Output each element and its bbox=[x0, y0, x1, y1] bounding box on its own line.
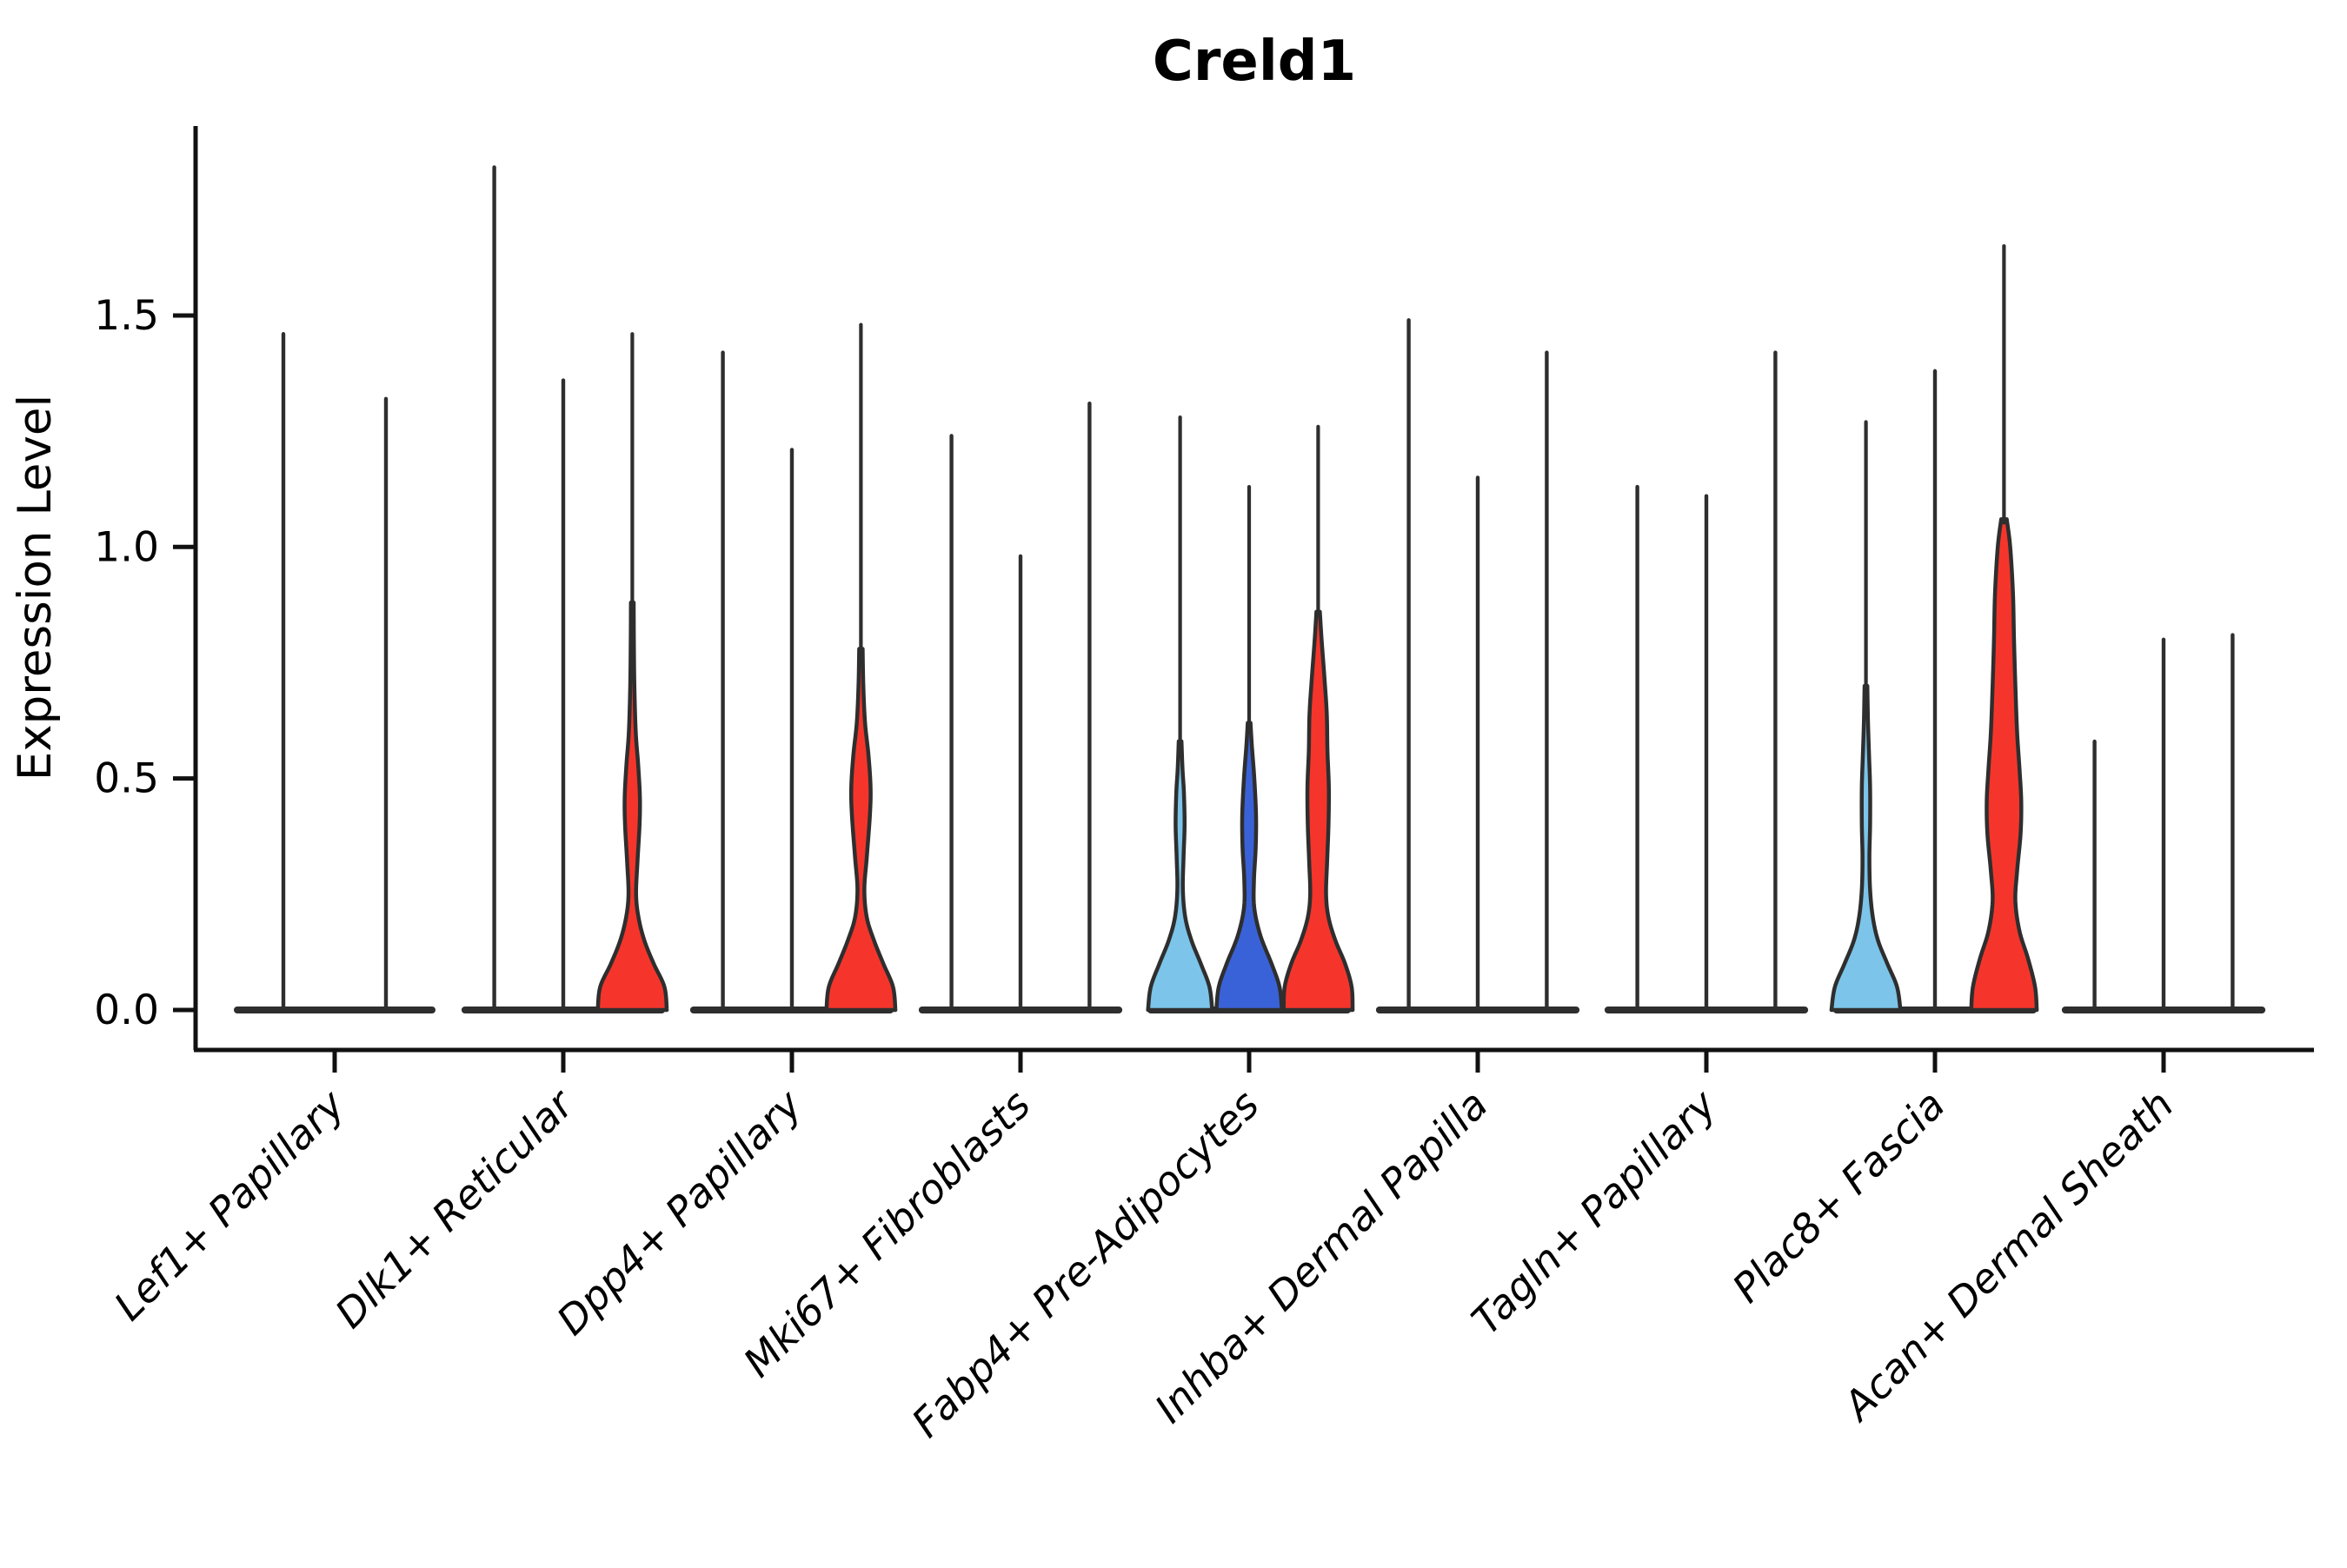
x-tick-label: Dpp4+ Papillary bbox=[548, 1080, 811, 1344]
x-tick-label: Plac8+ Fascia bbox=[1723, 1081, 1953, 1312]
violin-body-red bbox=[595, 600, 669, 1013]
violin-body-dark_blue bbox=[1214, 721, 1284, 1013]
violin-body-red bbox=[824, 647, 898, 1013]
violin-body-red bbox=[1969, 517, 2039, 1013]
violin-body-red bbox=[1281, 609, 1355, 1013]
chart-title: Creld1 bbox=[1153, 30, 1356, 94]
y-tick-label: 1.5 bbox=[94, 292, 159, 340]
y-axis-label: Expression Level bbox=[9, 395, 62, 781]
x-tick-label: Lef1+ Papillary bbox=[105, 1080, 354, 1329]
violin-body-light_blue bbox=[1146, 739, 1214, 1013]
y-tick-label: 1.0 bbox=[94, 523, 159, 571]
x-tick-label: Dlk1+ Reticular bbox=[326, 1079, 584, 1337]
y-tick-label: 0.0 bbox=[94, 987, 159, 1034]
y-tick-label: 0.5 bbox=[94, 755, 159, 803]
x-tick-label: Tagln+ Papillary bbox=[1462, 1080, 1725, 1344]
violin-body-light_blue bbox=[1829, 683, 1903, 1013]
